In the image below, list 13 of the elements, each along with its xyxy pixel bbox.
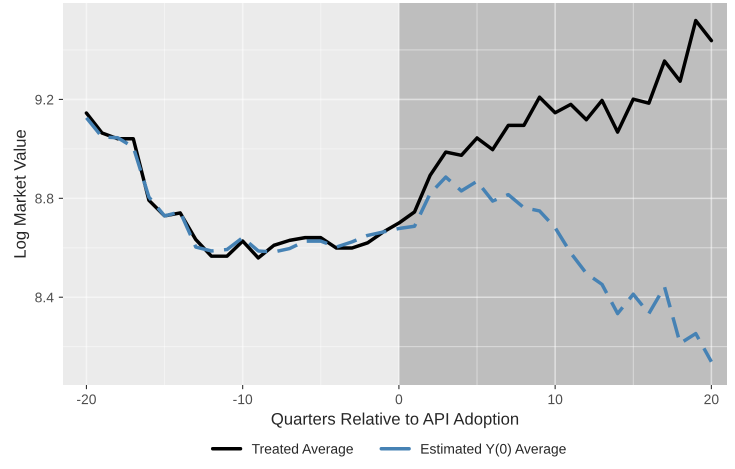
- x-tick-label: 0: [396, 394, 402, 404]
- x-tick-label: 10: [548, 394, 562, 404]
- x-tick-label: 20: [704, 394, 719, 404]
- x-tick-label: -20: [77, 394, 96, 404]
- y-tick-label: 9.2: [35, 94, 54, 105]
- x-tick-label: -10: [233, 394, 252, 404]
- legend-label: Estimated Y(0) Average: [421, 444, 566, 456]
- y-tick-label: 8.4: [35, 292, 54, 302]
- x-axis-title: Quarters Relative to API Adoption: [272, 412, 518, 428]
- legend-label: Treated Average: [252, 444, 353, 456]
- line-series: [84, 116, 714, 364]
- y-axis-title: Log Market Value: [14, 130, 30, 258]
- y-tick-label: 8.8: [35, 194, 54, 204]
